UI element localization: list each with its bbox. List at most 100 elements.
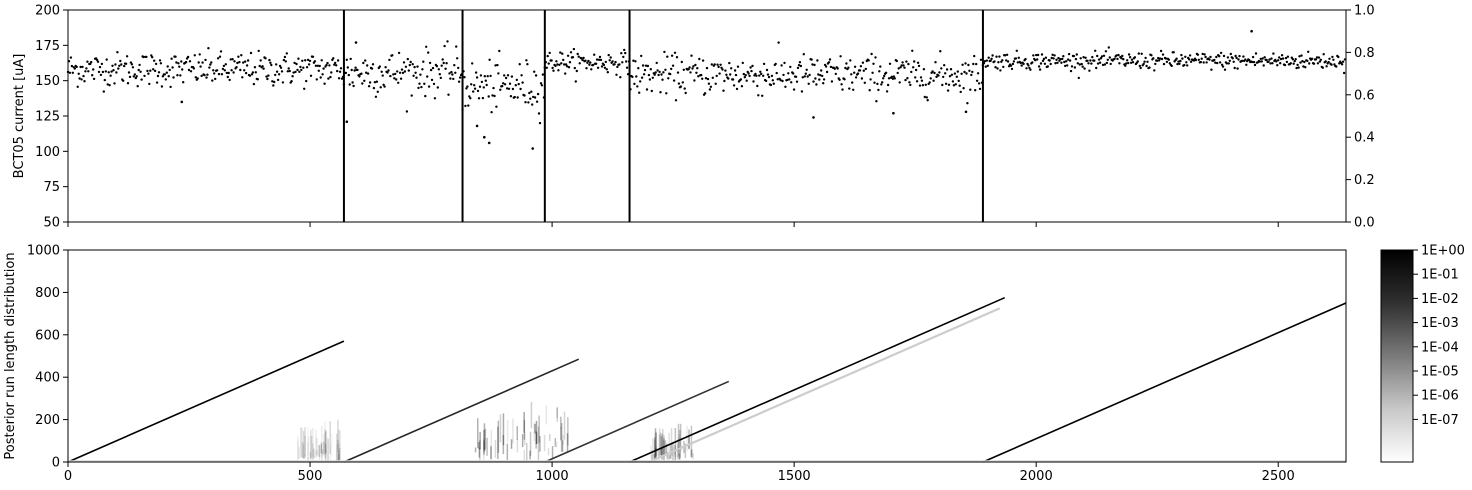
posterior-blob-cell: [312, 443, 314, 460]
posterior-blob-cell: [309, 452, 312, 459]
current-point: [848, 87, 851, 90]
posterior-blob-cell: [560, 416, 562, 429]
current-point: [1129, 61, 1133, 64]
bottom-y-tick-label: 1000: [27, 244, 60, 259]
posterior-blob-cell: [678, 434, 680, 451]
current-point: [210, 61, 213, 64]
current-point: [264, 57, 267, 60]
current-point: [844, 66, 847, 70]
current-point: [1005, 59, 1008, 62]
current-point: [801, 76, 804, 79]
current-point: [893, 77, 896, 80]
current-point: [503, 74, 506, 77]
top-y2-tick-label: 0.6: [1354, 88, 1375, 103]
run-length-line: [67, 340, 345, 463]
current-point: [681, 81, 684, 84]
current-point: [802, 53, 805, 56]
posterior-blob-cell: [663, 438, 665, 462]
current-point: [504, 76, 508, 80]
current-point: [1106, 58, 1110, 61]
current-point: [996, 67, 999, 70]
current-point: [986, 64, 989, 68]
posterior-blob-cell: [539, 436, 541, 452]
current-point: [667, 77, 670, 80]
posterior-blob-cell: [521, 434, 524, 448]
current-point: [633, 82, 636, 86]
current-point: [145, 55, 148, 59]
posterior-blob-cell: [555, 441, 558, 448]
current-point: [959, 90, 962, 94]
posterior-blob-cell: [490, 446, 492, 459]
posterior-blob-cell: [502, 413, 505, 446]
current-point: [250, 73, 254, 76]
current-point: [1179, 59, 1182, 63]
current-point: [506, 74, 510, 77]
current-point: [969, 88, 972, 91]
current-point: [1080, 62, 1083, 66]
current-point: [1189, 60, 1193, 63]
current-point: [546, 54, 549, 58]
posterior-blob-cell: [534, 423, 536, 434]
current-point: [1036, 53, 1040, 57]
posterior-blob-cell: [655, 445, 657, 460]
current-outlier-point: [487, 141, 491, 145]
current-point: [296, 68, 299, 72]
current-point: [205, 76, 208, 79]
posterior-blob-cell: [327, 439, 329, 462]
current-point: [299, 65, 302, 69]
bottom-y-axis-title: Posterior run length distribution: [3, 252, 18, 459]
current-point: [740, 85, 744, 88]
current-point: [432, 82, 436, 86]
current-point: [132, 75, 135, 78]
current-point: [318, 64, 321, 68]
current-point: [1108, 56, 1112, 59]
posterior-blob-cell: [483, 438, 485, 460]
current-point: [812, 80, 815, 83]
current-point: [333, 63, 336, 66]
current-point: [350, 68, 353, 72]
current-point: [1153, 69, 1156, 72]
current-point: [1281, 57, 1285, 60]
current-point: [913, 60, 916, 63]
current-point: [104, 70, 108, 73]
current-point: [1170, 64, 1173, 68]
current-point: [442, 61, 445, 65]
current-point: [872, 62, 875, 65]
current-point: [103, 78, 107, 82]
current-point: [1279, 57, 1283, 61]
current-point: [248, 74, 252, 77]
current-point: [1292, 62, 1295, 65]
current-point: [1283, 63, 1287, 67]
current-point: [281, 81, 285, 84]
current-point: [856, 72, 860, 75]
posterior-blob-cell: [676, 442, 679, 460]
current-point: [554, 64, 557, 68]
current-point: [735, 87, 739, 91]
current-point: [1142, 62, 1145, 66]
posterior-blob-cell: [310, 436, 312, 459]
current-point: [646, 64, 650, 68]
current-point: [1078, 63, 1082, 66]
bottom-x-tick-label: 1000: [536, 469, 569, 484]
current-point: [762, 62, 766, 66]
current-point: [440, 64, 443, 67]
current-point: [824, 65, 828, 68]
current-point: [158, 59, 162, 62]
current-point: [716, 63, 719, 66]
current-point: [115, 71, 118, 74]
current-point: [983, 60, 987, 63]
current-point: [211, 79, 214, 82]
current-point: [1062, 55, 1065, 58]
current-point: [828, 58, 832, 61]
current-point: [1082, 56, 1085, 59]
current-point: [494, 64, 497, 67]
current-point: [576, 52, 579, 56]
current-point: [577, 55, 580, 58]
posterior-blob-cell: [678, 453, 680, 460]
current-point: [188, 60, 192, 63]
current-point: [787, 72, 790, 75]
current-point: [1331, 55, 1334, 59]
current-point: [509, 95, 513, 98]
current-point: [795, 80, 799, 83]
current-point: [898, 81, 901, 84]
